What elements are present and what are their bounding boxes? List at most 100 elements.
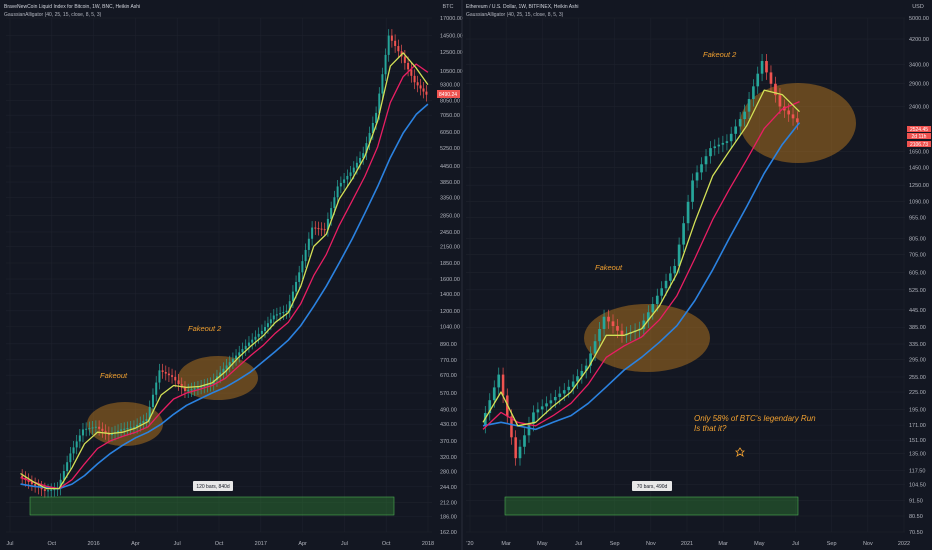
btc-candle — [81, 429, 84, 436]
eth-xtick-label: Nov — [863, 541, 873, 547]
btc-candle — [91, 427, 94, 429]
btc-candle — [225, 365, 228, 369]
btc-candle — [177, 380, 180, 384]
btc-candle — [368, 133, 371, 144]
eth-candle — [738, 119, 742, 127]
eth-range-box — [504, 496, 799, 516]
btc-lips-line — [20, 52, 429, 490]
btc-xtick-label: Oct — [382, 541, 391, 547]
btc-ytick-label: 670.00 — [440, 373, 457, 379]
btc-range-label-box — [193, 481, 233, 491]
btc-candle — [307, 238, 310, 250]
eth-ytick-label: 2400.00 — [909, 105, 929, 111]
btc-candle — [349, 172, 352, 176]
btc-candle — [390, 35, 393, 41]
eth-ytick-label: 4200.00 — [909, 37, 929, 43]
btc-price-axis[interactable]: 17000.00 14500.00 12500.00 10500.00 9300.00 8… — [440, 16, 463, 536]
right-grid — [466, 17, 905, 533]
btc-candle — [407, 62, 410, 70]
eth-ytick-label: 1250.00 — [909, 183, 929, 189]
eth-candle — [545, 403, 548, 407]
eth-candle — [747, 98, 751, 112]
btc-ytick-label: 212.00 — [440, 500, 457, 506]
btc-candle — [222, 368, 225, 373]
eth-fakeout2-label: Fakeout 2 — [703, 50, 737, 59]
eth-candle — [743, 111, 746, 120]
btc-alligator-lines — [20, 52, 429, 490]
btc-candle — [272, 315, 275, 320]
eth-price-axis[interactable]: 5000.00 4200.00 3400.00 2900.00 2400.00 1650.… — [909, 16, 929, 536]
btc-ytick-label: 244.00 — [440, 485, 457, 491]
btc-ytick-label: 770.00 — [440, 358, 457, 364]
btc-candle — [151, 394, 154, 407]
btc-candle — [155, 382, 158, 395]
btc-time-axis[interactable]: Jul Oct 2016 Apr Jul Oct 2017 Apr Jul Oct 2018 — [6, 541, 434, 547]
btc-candle — [266, 323, 269, 328]
btc-candle — [193, 388, 196, 390]
eth-candle — [558, 393, 562, 397]
eth-candle — [717, 144, 721, 147]
btc-candle — [34, 484, 37, 486]
btc-candle — [171, 375, 174, 377]
btc-candle — [336, 186, 339, 198]
btc-chart-panel[interactable]: 120 bars, 840d Fakeout Fakeout 2 BraveNe… — [4, 4, 463, 547]
eth-ytick-label: 525.00 — [909, 288, 926, 294]
eth-candle — [756, 73, 760, 87]
eth-ytick-label: 335.00 — [909, 342, 926, 348]
btc-candle — [359, 157, 362, 163]
btc-candle — [311, 227, 314, 239]
btc-candle — [50, 489, 53, 491]
eth-candle — [787, 110, 790, 115]
eth-candle — [796, 118, 799, 123]
eth-chart-panel[interactable]: 70 bars, 490d Fakeout Fakeout 2 Only 58%… — [466, 4, 931, 547]
btc-ytick-label: 2850.00 — [440, 213, 460, 219]
eth-xtick-label: 2022 — [898, 541, 910, 547]
eth-candle — [760, 61, 764, 74]
btc-xtick-label: 2016 — [87, 541, 99, 547]
eth-candle — [589, 353, 592, 366]
eth-ytick-label: 805.00 — [909, 236, 926, 242]
eth-time-axis[interactable]: '20 Mar May Jul Sep Nov 2021 Mar May Jul Sep Nov 202… — [466, 541, 910, 547]
eth-fakeout-label: Fakeout — [595, 263, 623, 272]
eth-candle — [642, 320, 646, 329]
eth-note-line2: Is that it? — [694, 424, 727, 433]
eth-range-label-box — [632, 481, 672, 491]
btc-candle — [132, 426, 135, 428]
btc-xtick-label: Oct — [48, 541, 57, 547]
btc-candle — [326, 218, 329, 230]
eth-teeth-line — [482, 101, 800, 430]
btc-candle — [365, 143, 368, 154]
btc-candle — [275, 314, 278, 316]
btc-candle — [167, 373, 170, 376]
btc-candle — [59, 479, 62, 489]
btc-candle — [285, 310, 288, 312]
btc-ytick-label: 1850.00 — [440, 261, 460, 267]
btc-ytick-label: 890.00 — [440, 342, 457, 348]
btc-xtick-label: Oct — [215, 541, 224, 547]
btc-candle — [43, 489, 46, 491]
btc-xtick-label: 2017 — [255, 541, 267, 547]
btc-ytick-label: 162.00 — [440, 530, 457, 536]
btc-candle — [139, 422, 142, 425]
btc-ytick-label: 5250.00 — [440, 146, 460, 152]
eth-candle — [677, 244, 681, 266]
eth-price-tag-1-text: 2524.45 — [910, 127, 928, 133]
eth-candle — [774, 83, 777, 96]
eth-candle — [725, 141, 729, 143]
eth-candle — [510, 416, 513, 438]
eth-candle — [646, 312, 650, 321]
btc-candle — [161, 370, 164, 372]
eth-xtick-label: May — [754, 541, 765, 547]
btc-candle — [203, 385, 206, 387]
btc-ytick-label: 17000.00 — [440, 16, 463, 22]
eth-ytick-label: 605.00 — [909, 271, 926, 277]
btc-candle — [419, 85, 422, 89]
btc-candle — [129, 427, 132, 429]
btc-xtick-label: Apr — [131, 541, 140, 547]
eth-candle — [791, 114, 795, 119]
btc-ytick-label: 12500.00 — [440, 50, 463, 56]
btc-candle — [394, 40, 397, 47]
eth-candle — [593, 341, 597, 354]
eth-price-tag-2 — [907, 133, 931, 139]
btc-candle — [384, 54, 387, 75]
